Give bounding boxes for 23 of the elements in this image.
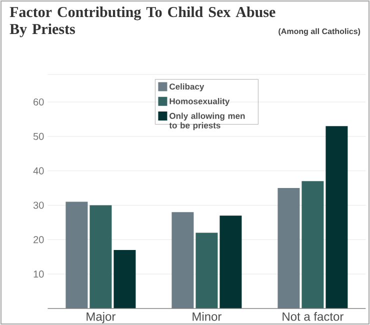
x-tick-label: Major — [86, 312, 116, 324]
y-tick-label: 10 — [34, 270, 44, 278]
y-tick-label: 20 — [34, 236, 44, 244]
bar — [326, 126, 348, 308]
bar — [172, 212, 194, 308]
chart-subtitle: (Among all Catholics) — [278, 28, 360, 36]
y-tick-label: 50 — [33, 132, 44, 140]
bar — [90, 205, 112, 308]
y-tick-label: 30 — [33, 202, 44, 209]
bar — [220, 216, 242, 308]
x-tick-label: Minor — [192, 312, 222, 321]
legend-label: Celibacy — [170, 83, 204, 92]
legend-label: Only allowing men to be priests — [169, 112, 245, 130]
bar — [114, 250, 136, 308]
bar — [196, 232, 218, 308]
bar — [66, 202, 88, 308]
bar — [302, 181, 324, 308]
chart-title: Factor Contributing To Child Sex Abuse By Priests — [10, 6, 276, 38]
x-tick-label: Not a factor — [282, 312, 344, 321]
y-tick-label: 40 — [33, 167, 44, 174]
legend-label: Homosexuality — [170, 98, 230, 106]
y-tick-label: 60 — [34, 98, 44, 106]
bar — [278, 188, 300, 308]
